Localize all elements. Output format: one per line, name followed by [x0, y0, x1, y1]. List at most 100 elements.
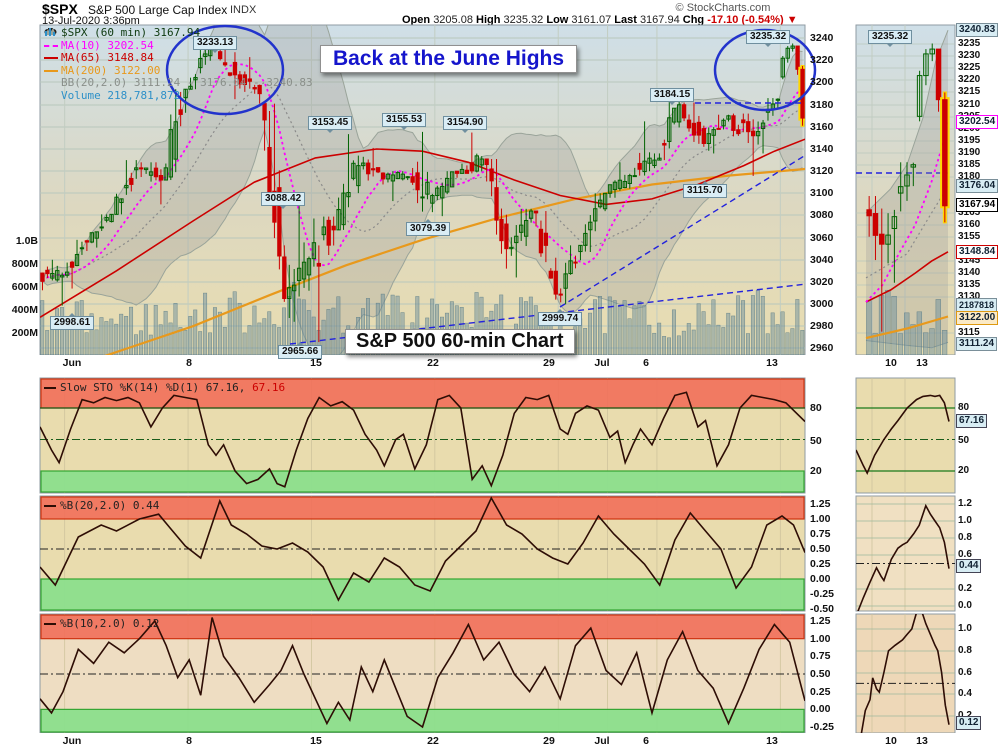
mini-price-box: 3202.54	[956, 115, 999, 129]
index-name: S&P 500 Large Cap Index	[88, 3, 228, 17]
mini-price-axis-tick: 3135	[958, 279, 981, 290]
price-callout: 3235.32	[746, 30, 791, 47]
panel3-label: %B(10,2.0) 0.12	[60, 617, 160, 630]
mini-indicator-axis-tick: 0.2	[958, 583, 972, 594]
mini-price-axis-tick: 3215	[958, 86, 981, 97]
volume-axis-tick: 1.0B	[15, 235, 38, 247]
mini-indicator-axis-tick: 0.8	[958, 532, 972, 543]
mini-price-axis-tick: 3145	[958, 255, 981, 266]
panel3-legend[interactable]: %B(10,2.0) 0.12	[44, 617, 159, 630]
indicator-axis-tick: 0.25	[810, 558, 831, 570]
indicator-axis-tick: 0.25	[810, 686, 831, 698]
indicator-axis-tick: 1.00	[810, 633, 831, 645]
date-axis-tick: Jul	[594, 357, 610, 369]
indicator-value-box: 67.16	[956, 414, 988, 428]
indicator-axis-tick: 0.75	[810, 528, 831, 540]
copyright[interactable]: © StockCharts.com	[675, 2, 771, 14]
indicator-axis-tick: 0.50	[810, 543, 831, 555]
legend-ma200-row[interactable]: MA(200) 3122.00	[44, 63, 313, 78]
mini-price-axis-tick: 3165	[958, 207, 981, 218]
indicator-value-box: 0.44	[956, 559, 982, 573]
legend-ma200-text: MA(200) 3122.00	[61, 63, 161, 77]
date-axis-tick: 6	[643, 735, 649, 747]
indicator-axis-tick: 1.00	[810, 513, 831, 525]
date-axis-tick: 10	[885, 735, 897, 747]
price-axis-tick: 3220	[810, 54, 834, 66]
mini-price-axis-tick: 3140	[958, 267, 981, 278]
mini-price-axis-tick: 3160	[958, 219, 981, 230]
price-axis-tick: 3000	[810, 298, 834, 310]
price-callout: 2999.74	[538, 309, 583, 326]
callout-pointer-icon	[326, 129, 335, 133]
price-axis-tick: 3160	[810, 121, 834, 133]
panel1-legend[interactable]: Slow STO %K(14) %D(1) 67.16, 67.16	[44, 381, 285, 394]
indicator-axis-tick: 0.00	[810, 703, 831, 715]
mini-indicator-axis-tick: 0.4	[958, 688, 972, 699]
indicator-line-icon	[44, 387, 56, 389]
legend-volume-row[interactable]: Volume 218,781,872	[44, 28, 313, 103]
mini-indicator-axis-tick: 1.2	[958, 498, 972, 509]
indicator-axis-tick: 50	[810, 435, 822, 447]
date-axis-tick: 8	[186, 735, 192, 747]
mini-price-axis-tick: 3180	[958, 171, 981, 182]
date-axis-tick: 29	[543, 357, 555, 369]
price-axis-tick: 2960	[810, 342, 834, 354]
date-axis-tick: 13	[916, 357, 928, 369]
price-axis-tick: 3200	[810, 76, 834, 88]
mini-indicator-axis-tick: 1.0	[958, 623, 972, 634]
callout-pointer-icon	[556, 309, 565, 313]
chart-datetime: 13-Jul-2020 3:36pm	[42, 15, 140, 27]
mini-price-box: 3167.94	[956, 198, 999, 212]
indicator-axis-tick: -0.50	[810, 603, 834, 615]
legend-ma10-row[interactable]: MA(10) 3202.54	[44, 39, 313, 53]
mini-indicator-axis-tick: 0.6	[958, 549, 972, 560]
annotation-headline: Back at the June Highs	[320, 45, 578, 73]
callout-pointer-icon	[296, 342, 305, 346]
indicator-axis-tick: 1.25	[810, 615, 831, 627]
indicator-value-box: 0.12	[956, 716, 982, 730]
price-callout: 3155.53	[382, 113, 427, 130]
date-axis-tick: Jun	[62, 735, 82, 747]
price-axis-tick: 3100	[810, 187, 834, 199]
legend-symbol-text: $SPX (60 min) 3167.94	[61, 26, 201, 39]
mini-indicator-axis-tick: 80	[958, 402, 970, 413]
indicator-axis-tick: 0.50	[810, 668, 831, 680]
panel2-legend[interactable]: %B(20,2.0) 0.44	[44, 499, 159, 512]
indicator-line-icon	[44, 505, 56, 507]
callout-pointer-icon	[424, 219, 433, 223]
last-label: Last	[614, 14, 637, 26]
callout-pointer-icon	[668, 101, 677, 105]
mini-indicator-axis-tick: 0.8	[958, 645, 972, 656]
callout-pointer-icon	[700, 181, 709, 185]
callout-pointer-icon	[68, 313, 77, 317]
volume-axis-tick: 200M	[11, 327, 38, 339]
indicator-axis-tick: -0.25	[810, 721, 834, 733]
panel2-label: %B(20,2.0) 0.44	[60, 499, 160, 512]
price-callout: 3088.42	[261, 192, 306, 209]
price-axis-tick: 3240	[810, 32, 834, 44]
price-axis-tick: 3180	[810, 99, 834, 111]
mini-price-axis-tick: 3225	[958, 62, 981, 73]
price-callout: 3153.45	[308, 116, 353, 133]
mini-price-axis-tick: 3185	[958, 159, 981, 170]
legend-ma65-text: MA(65) 3148.84	[61, 51, 154, 64]
panel1-value2: 67.16	[252, 381, 286, 394]
ma65-line-icon	[44, 57, 58, 59]
ma10-line-icon	[44, 44, 58, 47]
ticker-symbol[interactable]: $SPX	[42, 1, 78, 17]
date-axis-tick: 15	[310, 357, 322, 369]
volume-axis-tick: 800M	[11, 258, 38, 270]
ma200-line-icon	[44, 69, 58, 72]
mini-indicator-axis-tick: 0.6	[958, 667, 972, 678]
date-axis-tick: 22	[427, 357, 439, 369]
price-axis-tick: 3060	[810, 232, 834, 244]
mini-indicator-axis-tick: 50	[958, 435, 970, 446]
legend-ma65-row[interactable]: MA(65) 3148.84	[44, 51, 313, 65]
date-axis-tick: 22	[427, 735, 439, 747]
chart-legend: $SPX (60 min) 3167.94 MA(10) 3202.54 MA(…	[44, 26, 313, 103]
mini-price-box: 3176.04	[956, 179, 999, 193]
indicator-axis-tick: 0.75	[810, 650, 831, 662]
date-axis-tick: 6	[643, 357, 649, 369]
mini-price-axis-tick: 3115	[958, 327, 980, 338]
